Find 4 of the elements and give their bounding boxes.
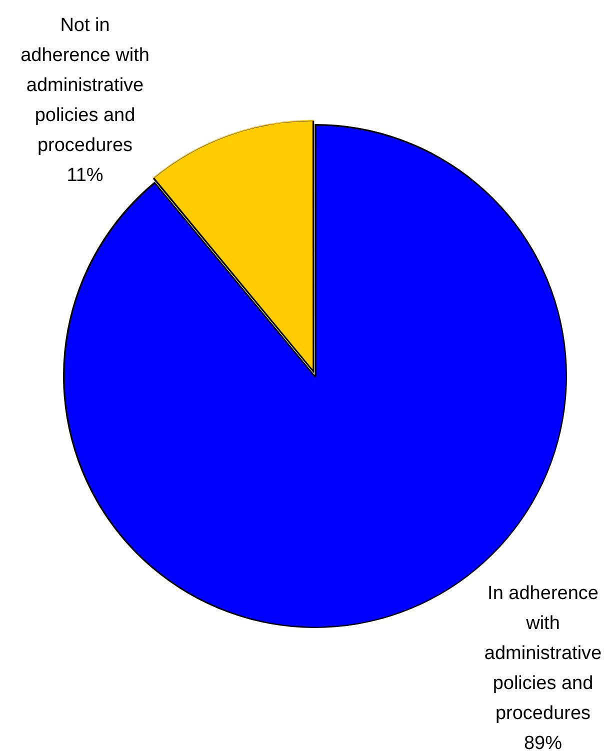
data-label: 11% xyxy=(66,165,104,186)
slice-label: In adherence with administrative policies and procedures xyxy=(484,583,602,724)
slice-label: Not in adherence with administrative policies and procedures xyxy=(20,15,150,156)
data-label: 89% xyxy=(524,733,562,751)
